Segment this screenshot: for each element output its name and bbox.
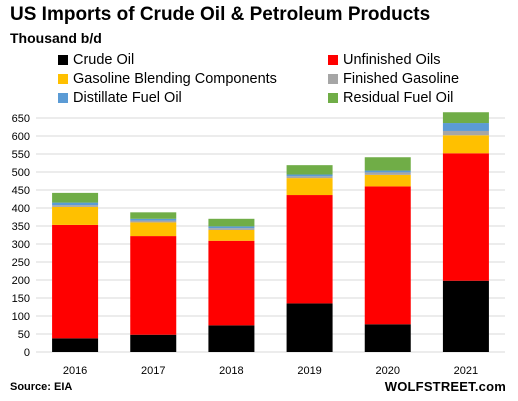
- bar-segment: [52, 202, 99, 206]
- bar-segment: [130, 236, 177, 335]
- bar-segment: [208, 325, 255, 352]
- bar-segment: [52, 338, 99, 352]
- legend-item: Residual Fuel Oil: [328, 90, 453, 106]
- brand-label: WOLFSTREET.com: [384, 379, 506, 394]
- bar-segment: [286, 165, 333, 175]
- y-tick-label: 100: [12, 311, 30, 323]
- bar-segment: [286, 195, 333, 304]
- bar-segment: [442, 112, 489, 124]
- y-tick-label: 600: [12, 131, 30, 143]
- x-tick-label: 2019: [297, 365, 321, 377]
- bar-segment: [130, 212, 177, 219]
- source-note: Source: EIA: [10, 381, 73, 393]
- y-tick-label: 450: [12, 185, 30, 197]
- bar-segment: [208, 218, 255, 227]
- x-tick-label: 2021: [454, 365, 478, 377]
- bar-segment: [208, 229, 255, 241]
- bar-segment: [286, 303, 333, 352]
- y-tick-label: 400: [12, 203, 30, 215]
- y-tick-label: 500: [12, 167, 30, 179]
- legend-label: Distillate Fuel Oil: [73, 90, 182, 106]
- y-tick-label: 0: [24, 347, 30, 359]
- bar-segment: [286, 178, 333, 196]
- bar-segment: [442, 123, 489, 131]
- legend-label: Residual Fuel Oil: [343, 90, 454, 106]
- bar-segment: [286, 174, 333, 177]
- legend-swatch: [58, 74, 68, 84]
- legend-swatch: [58, 55, 68, 65]
- legend-item: Distillate Fuel Oil: [58, 90, 182, 106]
- y-tick-label: 350: [12, 221, 30, 233]
- bar-segment: [52, 224, 99, 339]
- legend-swatch: [58, 93, 68, 103]
- bar-segment: [52, 205, 99, 207]
- bar-segment: [442, 130, 489, 136]
- y-tick-label: 650: [12, 113, 30, 125]
- bar-segment: [130, 222, 177, 237]
- y-tick-label: 50: [18, 329, 30, 341]
- legend-swatch: [328, 74, 338, 84]
- bar-segment: [130, 334, 177, 352]
- legend-item: Crude Oil: [58, 52, 134, 68]
- chart-title: US Imports of Crude Oil & Petroleum Prod…: [10, 4, 431, 25]
- legend-item: Gasoline Blending Components: [58, 71, 277, 87]
- bar-segment: [364, 172, 411, 175]
- bar-segment: [364, 186, 411, 325]
- y-tick-label: 150: [12, 293, 30, 305]
- bar-segment: [442, 153, 489, 281]
- legend-item: Unfinished Oils: [328, 52, 441, 68]
- legend-label: Unfinished Oils: [343, 52, 441, 68]
- x-tick-label: 2018: [219, 365, 243, 377]
- bar-segment: [364, 324, 411, 352]
- legend-swatch: [328, 93, 338, 103]
- x-tick-label: 2020: [376, 365, 400, 377]
- bar-segment: [286, 176, 333, 179]
- x-tick-label: 2016: [63, 365, 87, 377]
- bar-segment: [52, 206, 99, 225]
- legend-label: Finished Gasoline: [343, 71, 460, 87]
- legend-swatch: [328, 55, 338, 65]
- bar-segment: [442, 280, 489, 352]
- y-tick-label: 250: [12, 257, 30, 269]
- x-tick-label: 2017: [141, 365, 165, 377]
- bar-segment: [208, 226, 255, 229]
- y-tick-label: 200: [12, 275, 30, 287]
- bar-segment: [442, 135, 489, 154]
- bar-segment: [364, 170, 411, 173]
- bar-segment: [130, 218, 177, 221]
- chart-subtitle: Thousand b/d: [10, 30, 102, 46]
- legend-item: Finished Gasoline: [328, 71, 459, 87]
- y-tick-label: 300: [12, 239, 30, 251]
- legend-label: Crude Oil: [73, 52, 135, 68]
- bar-segment: [208, 240, 255, 326]
- bar-segment: [130, 220, 177, 223]
- bar-segment: [52, 192, 99, 203]
- bar-segment: [364, 157, 411, 171]
- legend-label: Gasoline Blending Components: [73, 71, 277, 87]
- bar-segment: [208, 228, 255, 230]
- bar-segment: [364, 174, 411, 187]
- y-tick-label: 550: [12, 149, 30, 161]
